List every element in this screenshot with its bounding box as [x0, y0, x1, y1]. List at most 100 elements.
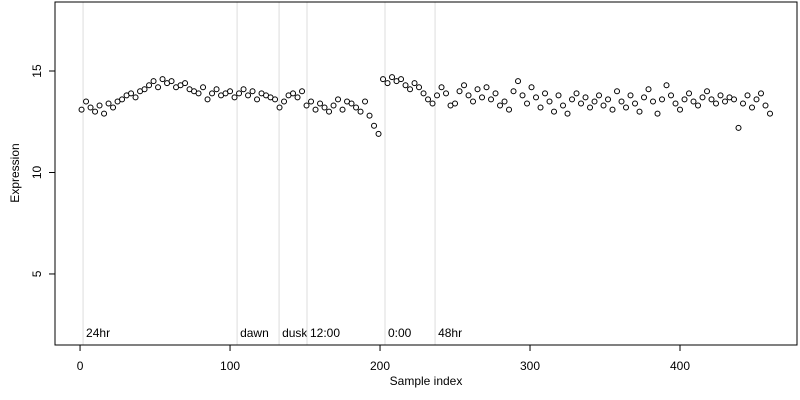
point	[141, 86, 148, 93]
y-tick-label: 10	[30, 165, 44, 179]
point	[479, 94, 486, 101]
y-tick-label: 5	[30, 270, 44, 277]
point	[758, 90, 765, 97]
x-tick-label: 200	[370, 359, 390, 373]
point	[636, 108, 643, 115]
point	[632, 100, 639, 107]
point	[434, 92, 441, 99]
point	[303, 102, 310, 109]
y-tick-label: 15	[30, 64, 44, 78]
annotation-label: 12:00	[310, 326, 340, 340]
point	[339, 106, 346, 113]
point	[645, 86, 652, 93]
x-tick-label: 100	[220, 359, 240, 373]
point	[677, 106, 684, 113]
point	[686, 90, 693, 97]
point	[654, 110, 661, 117]
point	[294, 94, 301, 101]
point	[384, 80, 391, 87]
point	[501, 98, 508, 105]
point	[497, 102, 504, 109]
point	[456, 88, 463, 95]
x-axis-label: Sample index	[390, 374, 463, 388]
point	[542, 90, 549, 97]
point	[596, 92, 603, 99]
point	[731, 96, 738, 103]
point	[326, 108, 333, 115]
point	[366, 112, 373, 119]
point	[281, 98, 288, 105]
point	[362, 98, 369, 105]
point	[740, 100, 747, 107]
point	[132, 94, 139, 101]
point	[618, 98, 625, 105]
point	[627, 92, 634, 99]
point	[591, 98, 598, 105]
point	[231, 94, 238, 101]
point	[155, 84, 162, 91]
point	[213, 86, 220, 93]
point	[159, 76, 166, 83]
point	[672, 100, 679, 107]
point	[312, 106, 319, 113]
point	[420, 90, 427, 97]
point	[506, 106, 513, 113]
point	[330, 102, 337, 109]
point	[699, 94, 706, 101]
point	[717, 92, 724, 99]
point	[249, 88, 256, 95]
point	[488, 96, 495, 103]
point	[375, 130, 382, 137]
point	[533, 94, 540, 101]
point	[663, 82, 670, 89]
point	[573, 90, 580, 97]
point	[537, 104, 544, 111]
point	[317, 100, 324, 107]
point	[209, 90, 216, 97]
point	[578, 100, 585, 107]
point	[290, 90, 297, 97]
point	[569, 96, 576, 103]
point	[582, 94, 589, 101]
point	[236, 90, 243, 97]
x-tick-label: 300	[520, 359, 540, 373]
point	[371, 122, 378, 129]
point	[659, 96, 666, 103]
point	[182, 80, 189, 87]
point	[515, 78, 522, 85]
point	[668, 92, 675, 99]
point	[308, 98, 315, 105]
point	[299, 88, 306, 95]
point	[600, 102, 607, 109]
point	[92, 108, 99, 115]
point	[609, 106, 616, 113]
annotation-label: 24hr	[86, 326, 110, 340]
point	[470, 98, 477, 105]
point	[483, 84, 490, 91]
point	[605, 96, 612, 103]
point	[564, 110, 571, 117]
point	[429, 100, 436, 107]
point	[245, 92, 252, 99]
point	[402, 82, 409, 89]
point	[357, 108, 364, 115]
point	[443, 90, 450, 97]
plot-frame	[54, 1, 798, 346]
point	[695, 102, 702, 109]
point	[461, 82, 468, 89]
annotation-label: 0:00	[388, 326, 412, 340]
point	[407, 86, 414, 93]
point	[587, 104, 594, 111]
point	[416, 84, 423, 91]
point	[704, 88, 711, 95]
x-tick-label: 400	[670, 359, 690, 373]
point	[722, 98, 729, 105]
point	[641, 94, 648, 101]
point	[128, 90, 135, 97]
point	[708, 96, 715, 103]
point	[96, 102, 103, 109]
point	[389, 74, 396, 81]
y-axis-label: Expression	[8, 143, 22, 202]
